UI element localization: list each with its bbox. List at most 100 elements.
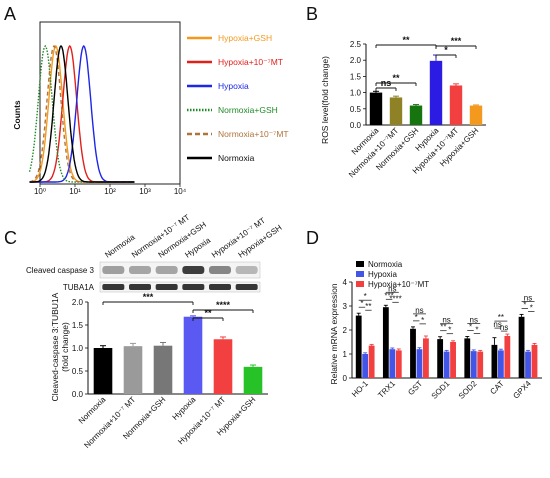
- C-bar-normoxia-gsh: [153, 345, 173, 394]
- D-sig-label-2-2: ns: [415, 306, 423, 315]
- panel-c-y-label-line-0: Cleaved-caspase 3:TUBU1A: [50, 292, 60, 401]
- B-y-tick-label-5: 2.5: [350, 40, 362, 49]
- D-y-tick-label-3: 3: [343, 302, 348, 311]
- D-sig-label-4-1: *: [475, 325, 478, 334]
- panel-c-y-axis-label: Cleaved-caspase 3:TUBU1A(fold change): [50, 292, 70, 401]
- B-sig-label-2: **: [402, 35, 410, 45]
- D-bar-ho-1-hypoxia: [362, 354, 369, 378]
- legend-label-hypoxia-gsh: Hypoxia+GSH: [218, 33, 272, 43]
- panel-b-label: B: [306, 4, 318, 24]
- D-sig-label-4-2: ns: [470, 315, 478, 324]
- D-sig-label-6-1: *: [530, 303, 533, 312]
- D-bar-ho-1-hypoxia-10-mt: [368, 345, 375, 378]
- panel-b-chart: ROS level(fold change) 0.0 0.5 1.0 1.5 2.0 2.…: [320, 35, 486, 179]
- B-y-tick-label-0: 0.0: [350, 121, 362, 130]
- D-y-tick-label-0: 0: [343, 374, 348, 383]
- D-sig-label-1-1: ****: [389, 294, 401, 303]
- C-sig-label-0: ***: [143, 292, 154, 302]
- B-bar-hypoxia-gsh: [469, 105, 483, 125]
- D-bar-sod1-normoxia: [437, 339, 444, 378]
- D-bar-gpx4-hypoxia: [525, 351, 531, 378]
- panel-c-y-label-line-1: (fold change): [60, 322, 70, 372]
- C-sig-label-2: ****: [216, 300, 231, 310]
- D-sig-label-3-0: **: [440, 323, 446, 332]
- D-bar-cat-hypoxia-10-mt: [504, 336, 511, 378]
- D-bar-gst-hypoxia-10-mt: [423, 338, 429, 378]
- D-sig-label-2-1: *: [421, 316, 424, 325]
- D-x-tick-label-cat: CAT: [488, 379, 505, 396]
- D-y-tick-label-2: 2: [343, 326, 348, 335]
- D-sig-label-3-2: ns: [442, 316, 450, 325]
- curve-normoxia-10-mt: [29, 44, 135, 183]
- B-bar-hypoxia-10-mt: [449, 85, 463, 125]
- B-y-tick-label-1: 0.5: [350, 105, 362, 114]
- panel-d-label: D: [306, 228, 319, 248]
- blot-row-cleaved: [99, 261, 261, 279]
- D-bar-cat-hypoxia: [497, 350, 504, 378]
- band-cleaved-5: [235, 266, 258, 274]
- band-tuba-3: [182, 284, 205, 290]
- D-y-tick-label-4: 4: [343, 278, 348, 287]
- D-sig-label-5-2: **: [498, 313, 504, 322]
- x-tick-label-3: 10³: [139, 187, 151, 196]
- B-bar-normoxia: [369, 92, 383, 125]
- D-bar-sod2-hypoxia: [470, 351, 477, 378]
- D-x-tick-label-trx1: TRX1: [376, 379, 397, 400]
- C-bar-hypoxia: [183, 316, 203, 394]
- C-y-tick-label-1: 0.5: [72, 367, 84, 376]
- D-bar-sod2-hypoxia-10-mt: [477, 351, 484, 378]
- D-bar-gpx4-hypoxia-10-mt: [531, 344, 538, 378]
- B-bar-normoxia-gsh: [409, 105, 423, 125]
- D-x-tick-label-gpx4: GPX4: [511, 379, 533, 401]
- legend-label-hypoxia-10-mt: Hypoxia+10⁻⁷MT: [218, 57, 283, 67]
- C-sig-label-1: **: [204, 308, 212, 318]
- D-bar-sod2-normoxia: [464, 338, 471, 378]
- x-tick-label-1: 10¹: [69, 187, 81, 196]
- panel-d-y-axis-label: Relative mRNA expression: [329, 283, 339, 384]
- band-cleaved-4: [209, 266, 231, 274]
- B-y-tick-label-2: 1.0: [350, 89, 362, 98]
- C-bar-hypoxia-10-mt: [213, 339, 233, 394]
- panel-a-y-axis-label: Counts: [12, 100, 22, 130]
- curve-normoxia: [29, 44, 135, 183]
- band-tuba-1: [129, 284, 151, 290]
- D-x-tick-label-sod2: SOD2: [457, 379, 479, 401]
- D-bar-gst-hypoxia: [416, 349, 423, 378]
- B-sig-label-3: *: [444, 45, 448, 55]
- D-legend-label-hypoxia-10-mt: Hypoxia+10⁻⁷MT: [368, 280, 429, 289]
- C-x-tick-label-normoxia-10-mt: Normoxia+10⁻⁷ MT: [82, 395, 137, 450]
- D-bar-sod1-hypoxia: [443, 351, 450, 378]
- C-y-tick-label-4: 2.0: [72, 298, 84, 307]
- D-sig-label-0-1: **: [365, 302, 371, 311]
- D-bar-gst-normoxia: [410, 328, 416, 378]
- panel-c-label: C: [4, 228, 17, 248]
- D-sig-label-1-2: ns: [388, 284, 396, 293]
- D-bar-trx1-hypoxia: [389, 349, 396, 378]
- blot-row-tuba: [99, 281, 261, 293]
- band-cleaved-0: [102, 266, 125, 274]
- D-sig-label-0-2: *: [364, 292, 367, 301]
- D-sig-label-6-2: ns: [524, 293, 532, 302]
- panel-a-histogram: Counts 10⁰ 10¹ 10² 10³ 10⁴ Hypoxia+GSH Hypoxi…: [12, 21, 289, 196]
- x-tick-label-2: 10²: [104, 187, 116, 196]
- D-legend-swatch-hypoxia: [356, 271, 364, 277]
- D-sig-label-6-0: *: [523, 300, 526, 309]
- C-x-tick-label-hypoxia: Hypoxia: [171, 395, 198, 422]
- B-sig-label-1: **: [392, 73, 400, 83]
- band-tuba-4: [209, 284, 231, 290]
- C-bar-normoxia: [93, 348, 113, 394]
- D-legend-swatch-hypoxia-10-mt: [356, 281, 364, 287]
- B-bar-normoxia-10-mt: [389, 97, 403, 125]
- C-y-tick-label-0: 0.0: [72, 390, 84, 399]
- D-sig-label-2-0: *: [415, 313, 418, 322]
- B-y-tick-label-3: 1.5: [350, 72, 362, 81]
- D-sig-label-5-0: ns: [493, 320, 501, 329]
- legend-label-normoxia: Normoxia: [218, 153, 255, 163]
- band-tuba-2: [155, 284, 178, 290]
- B-y-tick-label-4: 2.0: [350, 56, 362, 65]
- D-bar-trx1-normoxia: [382, 307, 389, 378]
- legend-label-normoxia-10-mt: Normoxia+10⁻⁷MT: [218, 129, 289, 139]
- D-sig-label-1-0: ***: [384, 291, 393, 300]
- band-cleaved-3: [182, 266, 205, 274]
